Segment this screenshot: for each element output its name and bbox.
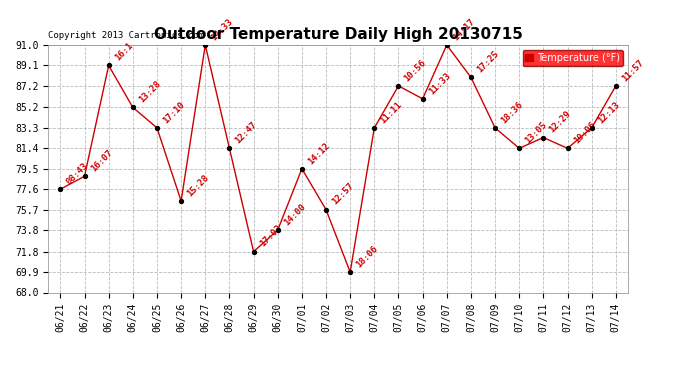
Text: 18:36: 18:36: [500, 100, 524, 125]
Point: [248, 249, 259, 255]
Text: 12:13: 12:13: [596, 100, 621, 125]
Point: [273, 227, 284, 233]
Point: [417, 96, 428, 102]
Text: Copyright 2013 Cartronics.com: Copyright 2013 Cartronics.com: [48, 31, 204, 40]
Text: 12:29: 12:29: [548, 110, 573, 135]
Legend: Temperature (°F): Temperature (°F): [522, 50, 623, 66]
Text: 14:17: 14:17: [451, 17, 476, 42]
Point: [393, 83, 404, 89]
Text: 14:12: 14:12: [306, 141, 331, 166]
Text: 08:43: 08:43: [65, 161, 90, 186]
Point: [586, 125, 598, 131]
Text: 10:56: 10:56: [403, 58, 428, 83]
Text: 18:06: 18:06: [355, 244, 380, 269]
Text: 12:57: 12:57: [331, 182, 355, 207]
Text: 13:05: 13:05: [524, 120, 549, 146]
Text: 11:33: 11:33: [427, 70, 452, 96]
Point: [128, 104, 139, 110]
Point: [176, 198, 187, 204]
Point: [345, 269, 356, 275]
Point: [514, 145, 525, 151]
Title: Outdoor Temperature Daily High 20130715: Outdoor Temperature Daily High 20130715: [154, 27, 522, 42]
Point: [321, 207, 332, 213]
Text: 11:11: 11:11: [379, 100, 404, 125]
Point: [297, 166, 308, 172]
Point: [466, 74, 477, 80]
Point: [442, 42, 453, 48]
Text: 17:10: 17:10: [161, 100, 186, 125]
Text: 14:00: 14:00: [282, 202, 307, 227]
Text: 14:33: 14:33: [210, 17, 235, 42]
Point: [369, 125, 380, 131]
Point: [611, 83, 622, 89]
Text: 11:57: 11:57: [620, 58, 645, 83]
Text: 16:1: 16:1: [113, 41, 135, 63]
Text: 15:28: 15:28: [186, 173, 210, 198]
Point: [538, 135, 549, 141]
Point: [104, 63, 115, 69]
Point: [224, 145, 235, 151]
Point: [55, 186, 66, 192]
Point: [200, 42, 211, 48]
Point: [152, 125, 163, 131]
Text: 13:28: 13:28: [137, 79, 162, 105]
Text: 17:03: 17:03: [258, 224, 283, 249]
Text: 16:07: 16:07: [89, 148, 114, 174]
Text: 17:25: 17:25: [475, 49, 500, 75]
Text: 12:47: 12:47: [234, 120, 259, 146]
Point: [562, 145, 573, 151]
Point: [79, 173, 90, 179]
Point: [490, 125, 501, 131]
Text: 10:06: 10:06: [572, 120, 597, 146]
